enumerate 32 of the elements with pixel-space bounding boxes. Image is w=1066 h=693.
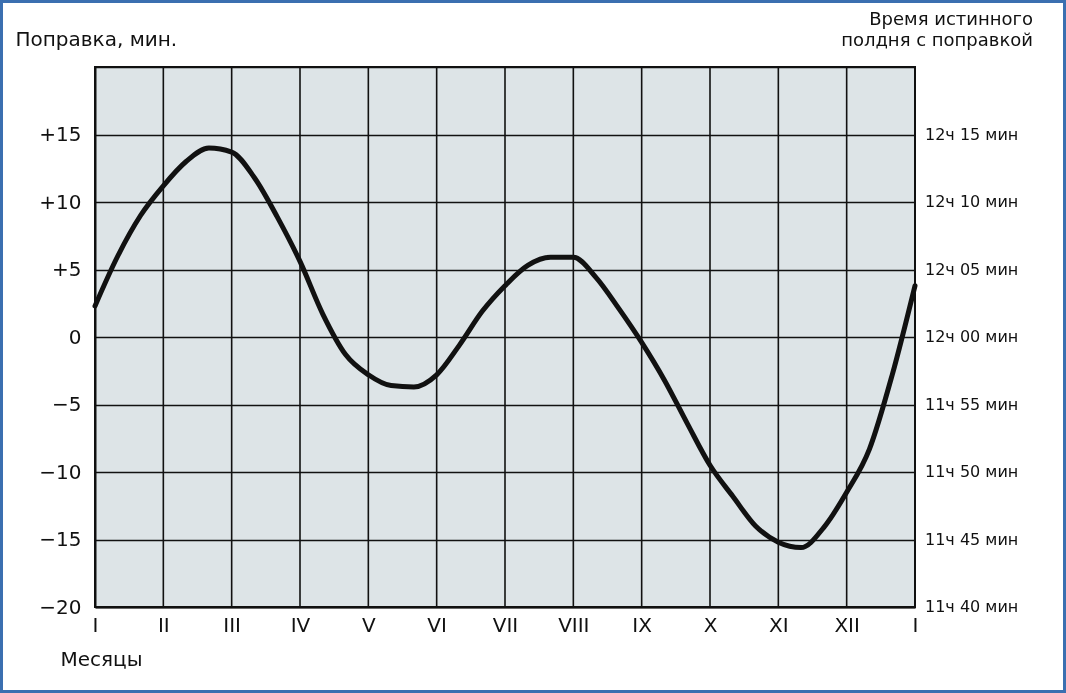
text: 12ч 10 мин bbox=[925, 192, 1019, 211]
x-tick-label: VI bbox=[427, 612, 447, 637]
x-tick-label: V bbox=[361, 612, 376, 637]
x-tick-label: X bbox=[703, 612, 718, 637]
text: 12ч 05 мин bbox=[925, 259, 1019, 279]
y-tick-label: +10 bbox=[39, 189, 82, 214]
y-tick-label: 0 bbox=[68, 324, 82, 349]
x-tick-label: VIII bbox=[558, 612, 590, 637]
y-tick-label: −5 bbox=[52, 392, 82, 416]
y-tick-label: +15 bbox=[39, 122, 82, 146]
x-tick-label: XI bbox=[769, 612, 789, 637]
y-tick-label: −10 bbox=[39, 459, 82, 484]
y-tick-label: −15 bbox=[39, 527, 82, 551]
text: 12ч 15 мин bbox=[925, 124, 1019, 144]
x-tick-label: VII bbox=[492, 612, 519, 637]
y-tick-label: −20 bbox=[39, 594, 82, 619]
text: 12ч 00 мин bbox=[925, 327, 1019, 346]
text: 11ч 50 мин bbox=[925, 462, 1019, 481]
y2-axis-title: Время истинного полдня с поправкой bbox=[841, 8, 1033, 50]
x-tick-label: IV bbox=[290, 612, 311, 637]
text: 11ч 55 мин bbox=[925, 394, 1019, 414]
x-tick-label: I bbox=[92, 612, 99, 637]
x-tick-label: II bbox=[157, 612, 170, 637]
x-tick-label: XII bbox=[834, 612, 860, 637]
text: 11ч 40 мин bbox=[925, 597, 1019, 616]
x-axis-title: Месяцы bbox=[60, 646, 143, 671]
x-tick-label: IX bbox=[632, 612, 653, 637]
x-tick-label: I bbox=[912, 612, 919, 637]
y-tick-label: +5 bbox=[52, 257, 82, 281]
y-axis-title: Поправка, мин. bbox=[15, 26, 178, 51]
text: 11ч 45 мин bbox=[925, 529, 1019, 549]
x-tick-label: III bbox=[223, 612, 242, 637]
